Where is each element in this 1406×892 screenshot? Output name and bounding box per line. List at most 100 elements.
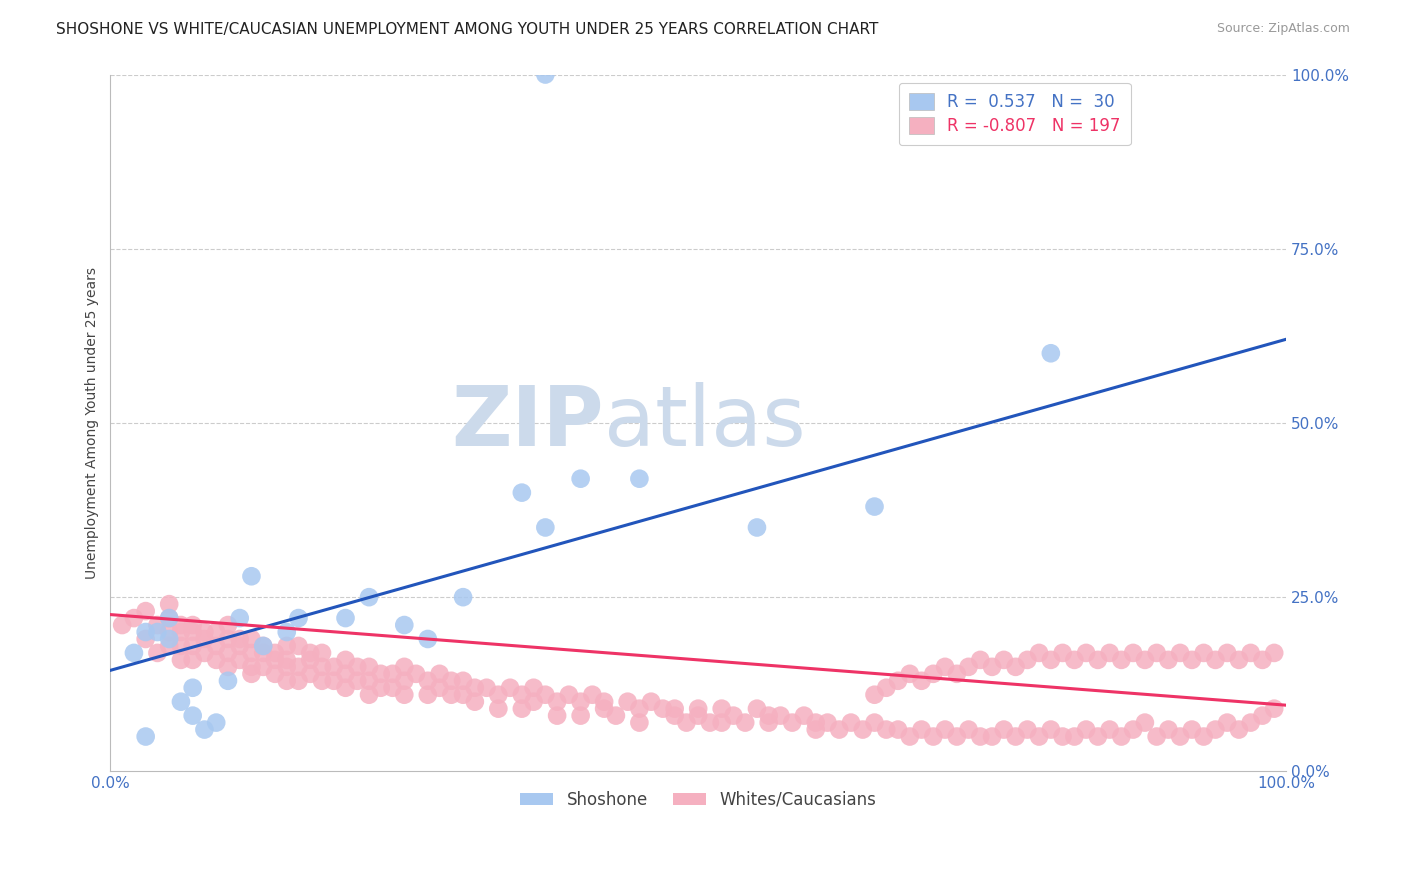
Point <box>1181 723 1204 737</box>
Point <box>252 639 274 653</box>
Point <box>875 681 897 695</box>
Point <box>486 701 509 715</box>
Point <box>370 666 392 681</box>
Point <box>1133 715 1156 730</box>
Point <box>217 660 239 674</box>
Point <box>335 611 357 625</box>
Point <box>1028 730 1050 744</box>
Point <box>146 625 169 640</box>
Point <box>357 688 380 702</box>
Point <box>993 653 1015 667</box>
Point <box>193 632 215 646</box>
Point <box>993 723 1015 737</box>
Point <box>299 653 322 667</box>
Point <box>1063 653 1085 667</box>
Point <box>1251 653 1274 667</box>
Point <box>1111 653 1133 667</box>
Point <box>311 646 333 660</box>
Point <box>1028 646 1050 660</box>
Point <box>887 673 910 688</box>
Point <box>205 639 228 653</box>
Point <box>287 673 309 688</box>
Point <box>1052 646 1074 660</box>
Point <box>1168 730 1191 744</box>
Point <box>111 618 134 632</box>
Point <box>135 730 157 744</box>
Point <box>135 604 157 618</box>
Point <box>429 666 451 681</box>
Point <box>510 688 533 702</box>
Point <box>593 701 616 715</box>
Point <box>381 681 404 695</box>
Point <box>181 708 204 723</box>
Point <box>981 730 1004 744</box>
Point <box>205 625 228 640</box>
Point <box>146 646 169 660</box>
Point <box>228 653 250 667</box>
Point <box>1133 653 1156 667</box>
Point <box>205 653 228 667</box>
Point <box>628 472 651 486</box>
Point <box>839 715 862 730</box>
Point <box>1146 646 1168 660</box>
Point <box>181 681 204 695</box>
Point <box>1111 730 1133 744</box>
Point <box>1004 730 1026 744</box>
Point <box>1192 730 1215 744</box>
Text: ZIP: ZIP <box>451 383 605 464</box>
Point <box>181 639 204 653</box>
Point <box>922 666 945 681</box>
Point <box>1004 660 1026 674</box>
Point <box>817 715 839 730</box>
Point <box>546 695 568 709</box>
Point <box>769 708 792 723</box>
Point <box>1098 723 1121 737</box>
Point <box>793 708 815 723</box>
Point <box>534 520 557 534</box>
Point <box>510 701 533 715</box>
Point <box>957 723 980 737</box>
Point <box>558 688 581 702</box>
Point <box>1263 646 1285 660</box>
Point <box>322 673 344 688</box>
Point <box>264 646 287 660</box>
Point <box>1017 723 1039 737</box>
Point <box>464 681 486 695</box>
Point <box>311 673 333 688</box>
Point <box>335 681 357 695</box>
Point <box>628 701 651 715</box>
Point <box>335 653 357 667</box>
Point <box>569 695 592 709</box>
Point <box>1039 346 1062 360</box>
Point <box>157 611 180 625</box>
Point <box>181 618 204 632</box>
Point <box>440 673 463 688</box>
Point <box>499 681 522 695</box>
Point <box>170 695 193 709</box>
Point <box>1181 653 1204 667</box>
Point <box>957 660 980 674</box>
Point <box>1204 653 1226 667</box>
Point <box>276 625 298 640</box>
Point <box>510 485 533 500</box>
Point <box>969 653 991 667</box>
Point <box>287 660 309 674</box>
Point <box>1039 653 1062 667</box>
Point <box>170 639 193 653</box>
Point <box>898 730 921 744</box>
Point <box>898 666 921 681</box>
Point <box>193 723 215 737</box>
Point <box>370 681 392 695</box>
Point <box>723 708 745 723</box>
Point <box>1122 723 1144 737</box>
Point <box>122 646 145 660</box>
Point <box>357 590 380 604</box>
Point <box>534 688 557 702</box>
Point <box>969 730 991 744</box>
Point <box>252 639 274 653</box>
Point <box>688 701 710 715</box>
Point <box>946 730 969 744</box>
Point <box>981 660 1004 674</box>
Point <box>1087 653 1109 667</box>
Point <box>228 632 250 646</box>
